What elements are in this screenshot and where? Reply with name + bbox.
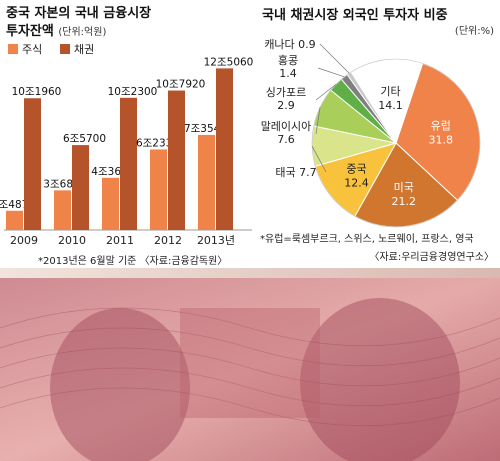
x-tick-label-2011: 2011 (106, 234, 134, 247)
bar-chart-title-line2: 투자잔액 (6, 24, 54, 39)
pie-label-중국: 중국 (346, 162, 366, 175)
bar-bond-2012 (168, 90, 185, 231)
pie-label-말레이시아: 말레이시아 (261, 120, 312, 133)
bar-chart-unit: (단위:억원) (58, 27, 107, 38)
bar-chart-title-line1: 중국 자본의 국내 금융시장 (6, 6, 152, 21)
pie-value-미국: 21.2 (392, 195, 417, 208)
pie-leader-캐나다 (319, 43, 350, 74)
x-tick-label-2013년: 2013년 (197, 234, 235, 247)
pie-value-홍콩: 1.4 (279, 67, 297, 80)
pie-chart-unit: (단위:%) (454, 26, 494, 37)
pie-value-유럽: 31.8 (429, 134, 454, 147)
legend-bond: 채권 (60, 41, 94, 57)
bar-chart-footnote: *2013년은 6월말 기준 〈자료:금융감독원〉 (38, 256, 228, 267)
x-tick-label-2010: 2010 (58, 234, 86, 247)
bar-label-bond-2010: 6조5700 (63, 133, 106, 145)
bar-label-bond-2012: 10조7920 (156, 79, 206, 91)
bar-bond-2011 (120, 97, 137, 230)
bar-label-bond-2013년: 12조5060 (204, 56, 254, 68)
pie-leader-홍콩 (317, 67, 345, 78)
legend-stock-label: 주식 (22, 43, 43, 56)
pie-chart-footnote1: *유럽=룩셈부르크, 스위스, 노르웨이, 프랑스, 영국 (260, 234, 474, 245)
legend-stock-swatch (8, 44, 18, 54)
pie-label-싱가포르: 싱가포르 (266, 86, 306, 99)
bar-bond-2009 (24, 98, 41, 231)
bar-chart: 1조487010조196020093조6806조570020104조36010조… (0, 56, 254, 247)
bar-stock-2009 (6, 210, 23, 230)
pie-value-기타: 14.1 (378, 99, 403, 112)
legend-bond-swatch (60, 44, 70, 54)
x-tick-label-2012: 2012 (154, 234, 182, 247)
pie-label-미국: 미국 (394, 181, 414, 194)
bar-bond-2010 (72, 145, 89, 230)
bar-chart-panel: 중국 자본의 국내 금융시장 투자잔액 (단위:억원) 주식 채권 1조4870… (0, 0, 256, 268)
pie-label-유럽: 유럽 (431, 119, 451, 133)
pie-value-싱가포르: 2.9 (277, 99, 295, 112)
bar-label-stock-2011: 4조360 (91, 166, 127, 178)
bar-stock-2012 (150, 149, 167, 230)
banknote-image (0, 268, 500, 461)
pie-chart-title: 국내 채권시장 외국인 투자자 비중 (262, 8, 448, 23)
pie-value-중국: 12.4 (344, 176, 369, 189)
pie-label-태국: 태국 7.7 (275, 166, 316, 179)
pie-outline (311, 58, 481, 228)
pie-value-말레이시아: 7.6 (277, 133, 295, 146)
bar-stock-2011 (102, 177, 119, 230)
legend-stock: 주식 (8, 41, 42, 57)
bar-bond-2013년 (216, 68, 233, 230)
pie-leader-말레이시아 (315, 106, 321, 135)
bar-label-stock-2010: 3조680 (43, 178, 79, 190)
banknote-background (0, 268, 500, 461)
pie-leader-싱가포르 (315, 84, 337, 101)
pie-chart-footnote2: 〈자료:우리금융경영연구소〉 (369, 252, 494, 263)
bar-label-bond-2009: 10조1960 (12, 86, 62, 98)
bar-stock-2010 (54, 190, 71, 230)
bar-label-bond-2011: 10조2300 (108, 86, 158, 98)
pie-chart-panel: 국내 채권시장 외국인 투자자 비중 (단위:%) 유럽 31.8 미국 21.2 중국… (256, 0, 500, 268)
pie-leader-태국 (311, 146, 327, 173)
x-tick-label-2009: 2009 (10, 234, 38, 247)
pie-label-캐나다: 캐나다 0.9 (264, 38, 315, 51)
pie-label-기타: 기타 (380, 85, 400, 98)
pie-label-홍콩: 홍콩 (278, 53, 298, 67)
bar-stock-2013년 (198, 134, 215, 230)
legend-bond-label: 채권 (74, 43, 95, 56)
